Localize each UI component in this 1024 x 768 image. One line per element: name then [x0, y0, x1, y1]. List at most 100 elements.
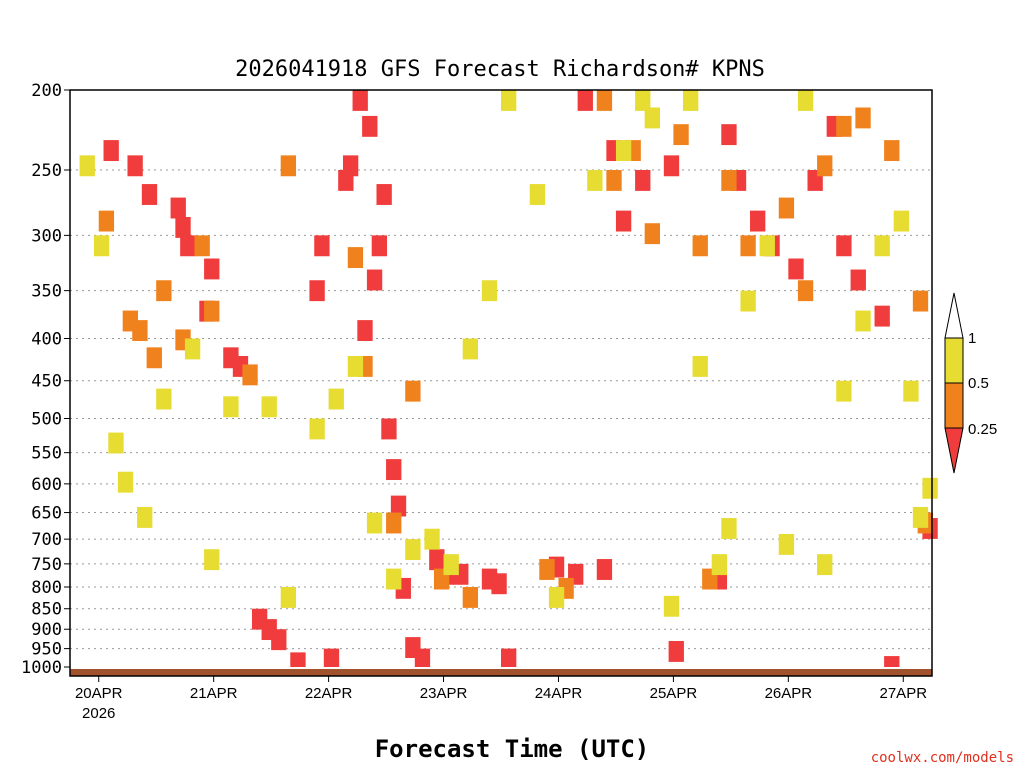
data-cell: [170, 197, 186, 219]
ground-band: [70, 669, 932, 676]
data-cell: [390, 495, 407, 517]
data-cell: [323, 648, 340, 667]
data-cell: [893, 210, 910, 232]
data-cell: [443, 554, 459, 576]
x-tick-label: 21APR: [190, 685, 238, 702]
data-cell: [501, 648, 517, 667]
data-cell: [668, 640, 684, 662]
data-cell: [711, 554, 728, 576]
data-cell: [874, 305, 890, 327]
data-cell: [606, 169, 622, 191]
data-cell: [261, 396, 277, 418]
data-cell: [204, 300, 220, 322]
data-cell: [347, 355, 364, 377]
x-tick-label: 27APR: [880, 685, 928, 702]
data-cell: [615, 140, 632, 161]
data-cell: [836, 380, 852, 402]
data-cell: [577, 90, 593, 111]
data-cell: [836, 115, 852, 137]
y-tick-label: 900: [31, 620, 62, 640]
data-cell: [750, 210, 766, 232]
data-cell: [309, 418, 325, 440]
data-cell: [481, 280, 498, 302]
y-tick-label: 1000: [21, 658, 62, 678]
y-tick-label: 750: [31, 555, 62, 575]
y-tick-label: 350: [31, 282, 62, 302]
x-tick-label: 26APR: [765, 685, 813, 702]
data-cell: [328, 388, 344, 410]
x-tick-label: 20APR: [75, 685, 123, 702]
data-cell: [386, 568, 402, 590]
data-cell: [539, 559, 555, 580]
data-cell: [817, 554, 833, 576]
data-cell: [223, 396, 239, 418]
data-cell: [79, 155, 95, 177]
data-cell: [548, 587, 565, 608]
chart-title: 2026041918 GFS Forecast Richardson# KPNS: [235, 57, 765, 82]
x-tick-label: 23APR: [420, 685, 468, 702]
data-cell: [127, 155, 143, 177]
x-axis-label: Forecast Time (UTC): [375, 735, 650, 763]
data-cell: [309, 280, 325, 302]
x-tick-sublabel: 2026: [82, 705, 115, 722]
data-cell: [912, 290, 929, 312]
data-cell: [740, 290, 756, 312]
data-cell: [884, 656, 900, 667]
data-cell: [204, 258, 220, 280]
data-cells: [79, 90, 938, 667]
ground-fill: [70, 669, 932, 676]
data-cell: [501, 90, 517, 111]
y-tick-label: 450: [31, 372, 62, 392]
colorbar-label: 0.5: [968, 375, 989, 392]
data-cell: [424, 528, 440, 550]
data-cell: [850, 269, 866, 291]
data-cell: [194, 235, 210, 257]
data-cell: [141, 184, 158, 205]
data-cell: [903, 380, 919, 402]
data-cell: [673, 124, 689, 146]
data-cell: [797, 280, 814, 302]
data-cell: [759, 235, 775, 257]
data-cell: [357, 320, 373, 342]
data-cell: [817, 155, 833, 177]
data-cell: [280, 155, 297, 177]
y-tick-label: 200: [31, 81, 62, 101]
data-cell: [615, 210, 632, 232]
data-cell: [117, 471, 134, 493]
data-cell: [376, 184, 392, 205]
data-cell: [405, 539, 421, 561]
data-cell: [386, 512, 402, 534]
credit-text: coolwx.com/models: [871, 750, 1014, 766]
data-cell: [371, 235, 388, 257]
data-cell: [692, 355, 708, 377]
x-tick-label: 22APR: [305, 685, 353, 702]
data-cell: [874, 235, 890, 257]
data-cell: [922, 477, 938, 499]
data-cell: [180, 235, 196, 257]
data-cell: [204, 549, 220, 571]
data-cell: [529, 184, 546, 205]
y-axis-ticks: 200 250 300 350 400 450 500 550 600 650 700 750 8008…: [21, 81, 70, 678]
data-cell: [146, 347, 162, 369]
data-cell: [491, 573, 507, 595]
data-cell: [644, 223, 660, 245]
y-tick-label: 500: [31, 409, 62, 429]
data-cell: [836, 235, 852, 257]
colorbar-segment: [944, 382, 964, 429]
data-cell: [414, 648, 431, 667]
data-cell: [290, 652, 306, 667]
data-cell: [386, 459, 402, 481]
data-cell: [721, 518, 737, 539]
data-cell: [596, 559, 613, 580]
data-cell: [855, 310, 871, 332]
data-cell: [314, 235, 330, 257]
data-cell: [108, 432, 124, 454]
data-cell: [587, 169, 603, 191]
y-tick-label: 550: [31, 444, 62, 464]
data-cell: [347, 247, 364, 269]
y-tick-label: 800: [31, 578, 62, 598]
data-cell: [462, 587, 479, 608]
data-cell: [156, 280, 172, 302]
data-cell: [644, 107, 660, 129]
